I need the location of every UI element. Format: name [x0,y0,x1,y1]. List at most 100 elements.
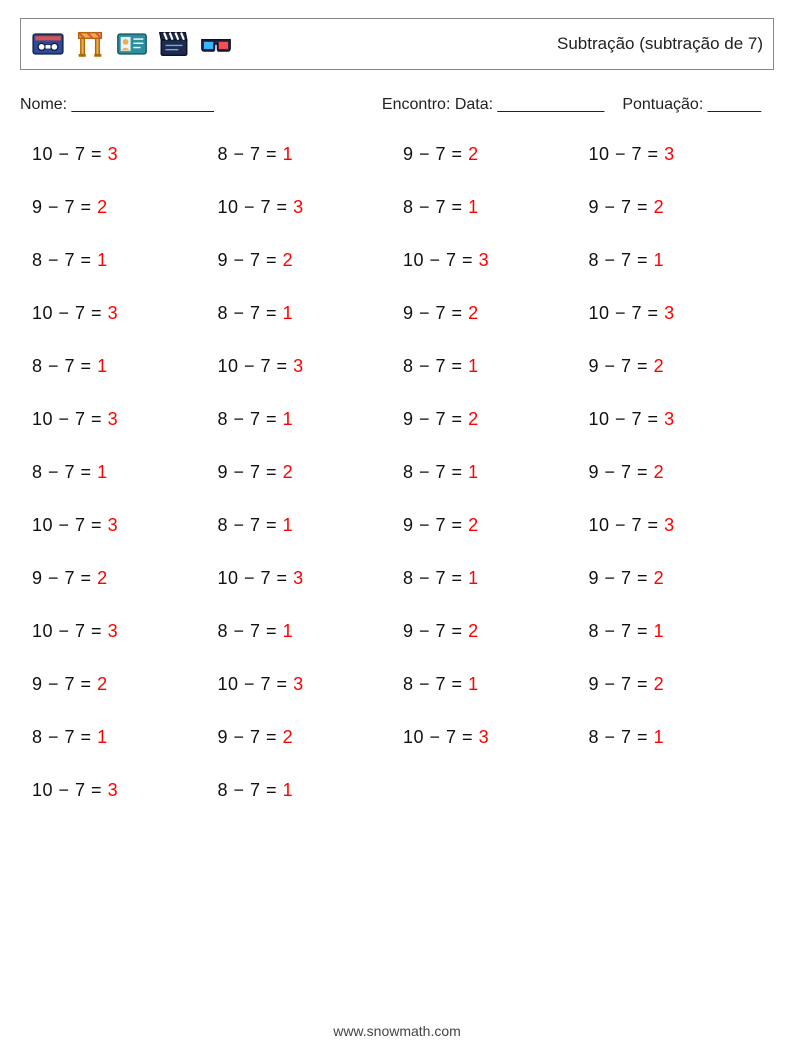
problem-answer: 3 [108,621,119,641]
problem-equation: 8 − 7 = [589,727,654,747]
problem-cell: 10 − 7 = 3 [218,674,404,695]
problem-cell: 10 − 7 = 3 [589,303,775,324]
problem-equation: 10 − 7 = [218,197,294,217]
problem-answer: 2 [97,568,108,588]
worksheet-title: Subtração (subtração de 7) [557,34,763,54]
problem-answer: 3 [664,144,675,164]
problem-answer: 3 [479,727,490,747]
problem-answer: 3 [664,409,675,429]
problem-cell: 8 − 7 = 1 [218,409,404,430]
problem-answer: 1 [283,780,294,800]
problem-equation: 9 − 7 = [589,568,654,588]
problem-equation: 9 − 7 = [589,197,654,217]
problem-equation: 9 − 7 = [32,197,97,217]
problem-equation: 9 − 7 = [403,621,468,641]
meta-row: Nome: ________________ Encontro: Data: _… [20,96,774,114]
problem-cell: 8 − 7 = 1 [218,303,404,324]
problem-answer: 3 [108,780,119,800]
problem-answer: 1 [468,568,479,588]
problem-cell: 9 − 7 = 2 [589,197,775,218]
problem-equation: 8 − 7 = [32,356,97,376]
problem-answer: 2 [654,356,665,376]
problem-cell: 10 − 7 = 3 [589,144,775,165]
problem-answer: 3 [108,409,119,429]
problem-cell: 8 − 7 = 1 [32,250,218,271]
problem-answer: 2 [97,674,108,694]
problem-cell: 8 − 7 = 1 [589,621,775,642]
problem-answer: 3 [293,674,304,694]
problem-cell: 10 − 7 = 3 [32,303,218,324]
problem-cell: 10 − 7 = 3 [403,250,589,271]
problem-equation: 9 − 7 = [403,515,468,535]
problem-cell: 10 − 7 = 3 [32,621,218,642]
problem-equation: 8 − 7 = [218,621,283,641]
problem-cell: 10 − 7 = 3 [218,356,404,377]
problem-cell: 9 − 7 = 2 [589,356,775,377]
problem-answer: 3 [108,303,119,323]
problem-cell: 8 − 7 = 1 [218,621,404,642]
problem-cell: 10 − 7 = 3 [32,409,218,430]
problem-equation: 8 − 7 = [218,303,283,323]
problem-answer: 1 [97,356,108,376]
problem-cell: 10 − 7 = 3 [32,144,218,165]
problem-answer: 3 [293,356,304,376]
problem-answer: 1 [654,250,665,270]
problem-answer: 1 [283,303,294,323]
problem-answer: 2 [283,462,294,482]
problem-equation: 8 − 7 = [218,409,283,429]
problem-answer: 1 [97,462,108,482]
problem-equation: 9 − 7 = [32,568,97,588]
problem-equation: 10 − 7 = [589,144,665,164]
problem-cell: 8 − 7 = 1 [218,515,404,536]
problem-answer: 2 [283,250,294,270]
problem-answer: 1 [468,356,479,376]
problem-answer: 2 [654,568,665,588]
problem-answer: 3 [479,250,490,270]
problem-answer: 2 [468,144,479,164]
date-field-label: Encontro: Data: ____________ [382,96,604,114]
problem-cell: 9 − 7 = 2 [218,462,404,483]
problem-cell: 8 − 7 = 1 [218,144,404,165]
problem-equation: 8 − 7 = [589,250,654,270]
problem-answer: 1 [283,621,294,641]
problem-cell: 10 − 7 = 3 [32,780,218,801]
problem-equation: 9 − 7 = [403,303,468,323]
score-field-label: Pontuação: ______ [622,96,761,114]
problem-cell: 9 − 7 = 2 [403,409,589,430]
problem-cell: 10 − 7 = 3 [218,568,404,589]
problem-answer: 1 [97,727,108,747]
problem-answer: 2 [654,197,665,217]
problem-equation: 8 − 7 = [403,568,468,588]
problem-answer: 2 [654,462,665,482]
problem-cell: 9 − 7 = 2 [403,303,589,324]
problem-equation: 10 − 7 = [32,515,108,535]
problem-cell: 8 − 7 = 1 [589,727,775,748]
problem-equation: 9 − 7 = [403,144,468,164]
problem-cell: 10 − 7 = 3 [589,515,775,536]
problem-answer: 1 [468,462,479,482]
problem-cell: 9 − 7 = 2 [403,515,589,536]
problem-equation: 10 − 7 = [32,621,108,641]
problem-answer: 1 [97,250,108,270]
photo-id-icon [115,27,149,61]
footer-url: www.snowmath.com [0,1023,794,1039]
problem-answer: 1 [468,674,479,694]
problem-equation: 8 − 7 = [403,197,468,217]
problem-equation: 10 − 7 = [589,409,665,429]
problem-answer: 2 [97,197,108,217]
problem-cell: 9 − 7 = 2 [403,144,589,165]
problem-equation: 10 − 7 = [589,303,665,323]
problem-answer: 3 [664,515,675,535]
problem-equation: 8 − 7 = [32,250,97,270]
problem-answer: 3 [108,515,119,535]
problem-equation: 10 − 7 = [32,303,108,323]
problem-cell: 9 − 7 = 2 [218,727,404,748]
problem-equation: 9 − 7 = [32,674,97,694]
problem-answer: 3 [293,568,304,588]
problem-answer: 2 [468,409,479,429]
3d-glasses-icon [199,27,233,61]
problem-cell: 10 − 7 = 3 [403,727,589,748]
problem-equation: 9 − 7 = [589,674,654,694]
problem-equation: 9 − 7 = [218,727,283,747]
problem-equation: 9 − 7 = [589,462,654,482]
